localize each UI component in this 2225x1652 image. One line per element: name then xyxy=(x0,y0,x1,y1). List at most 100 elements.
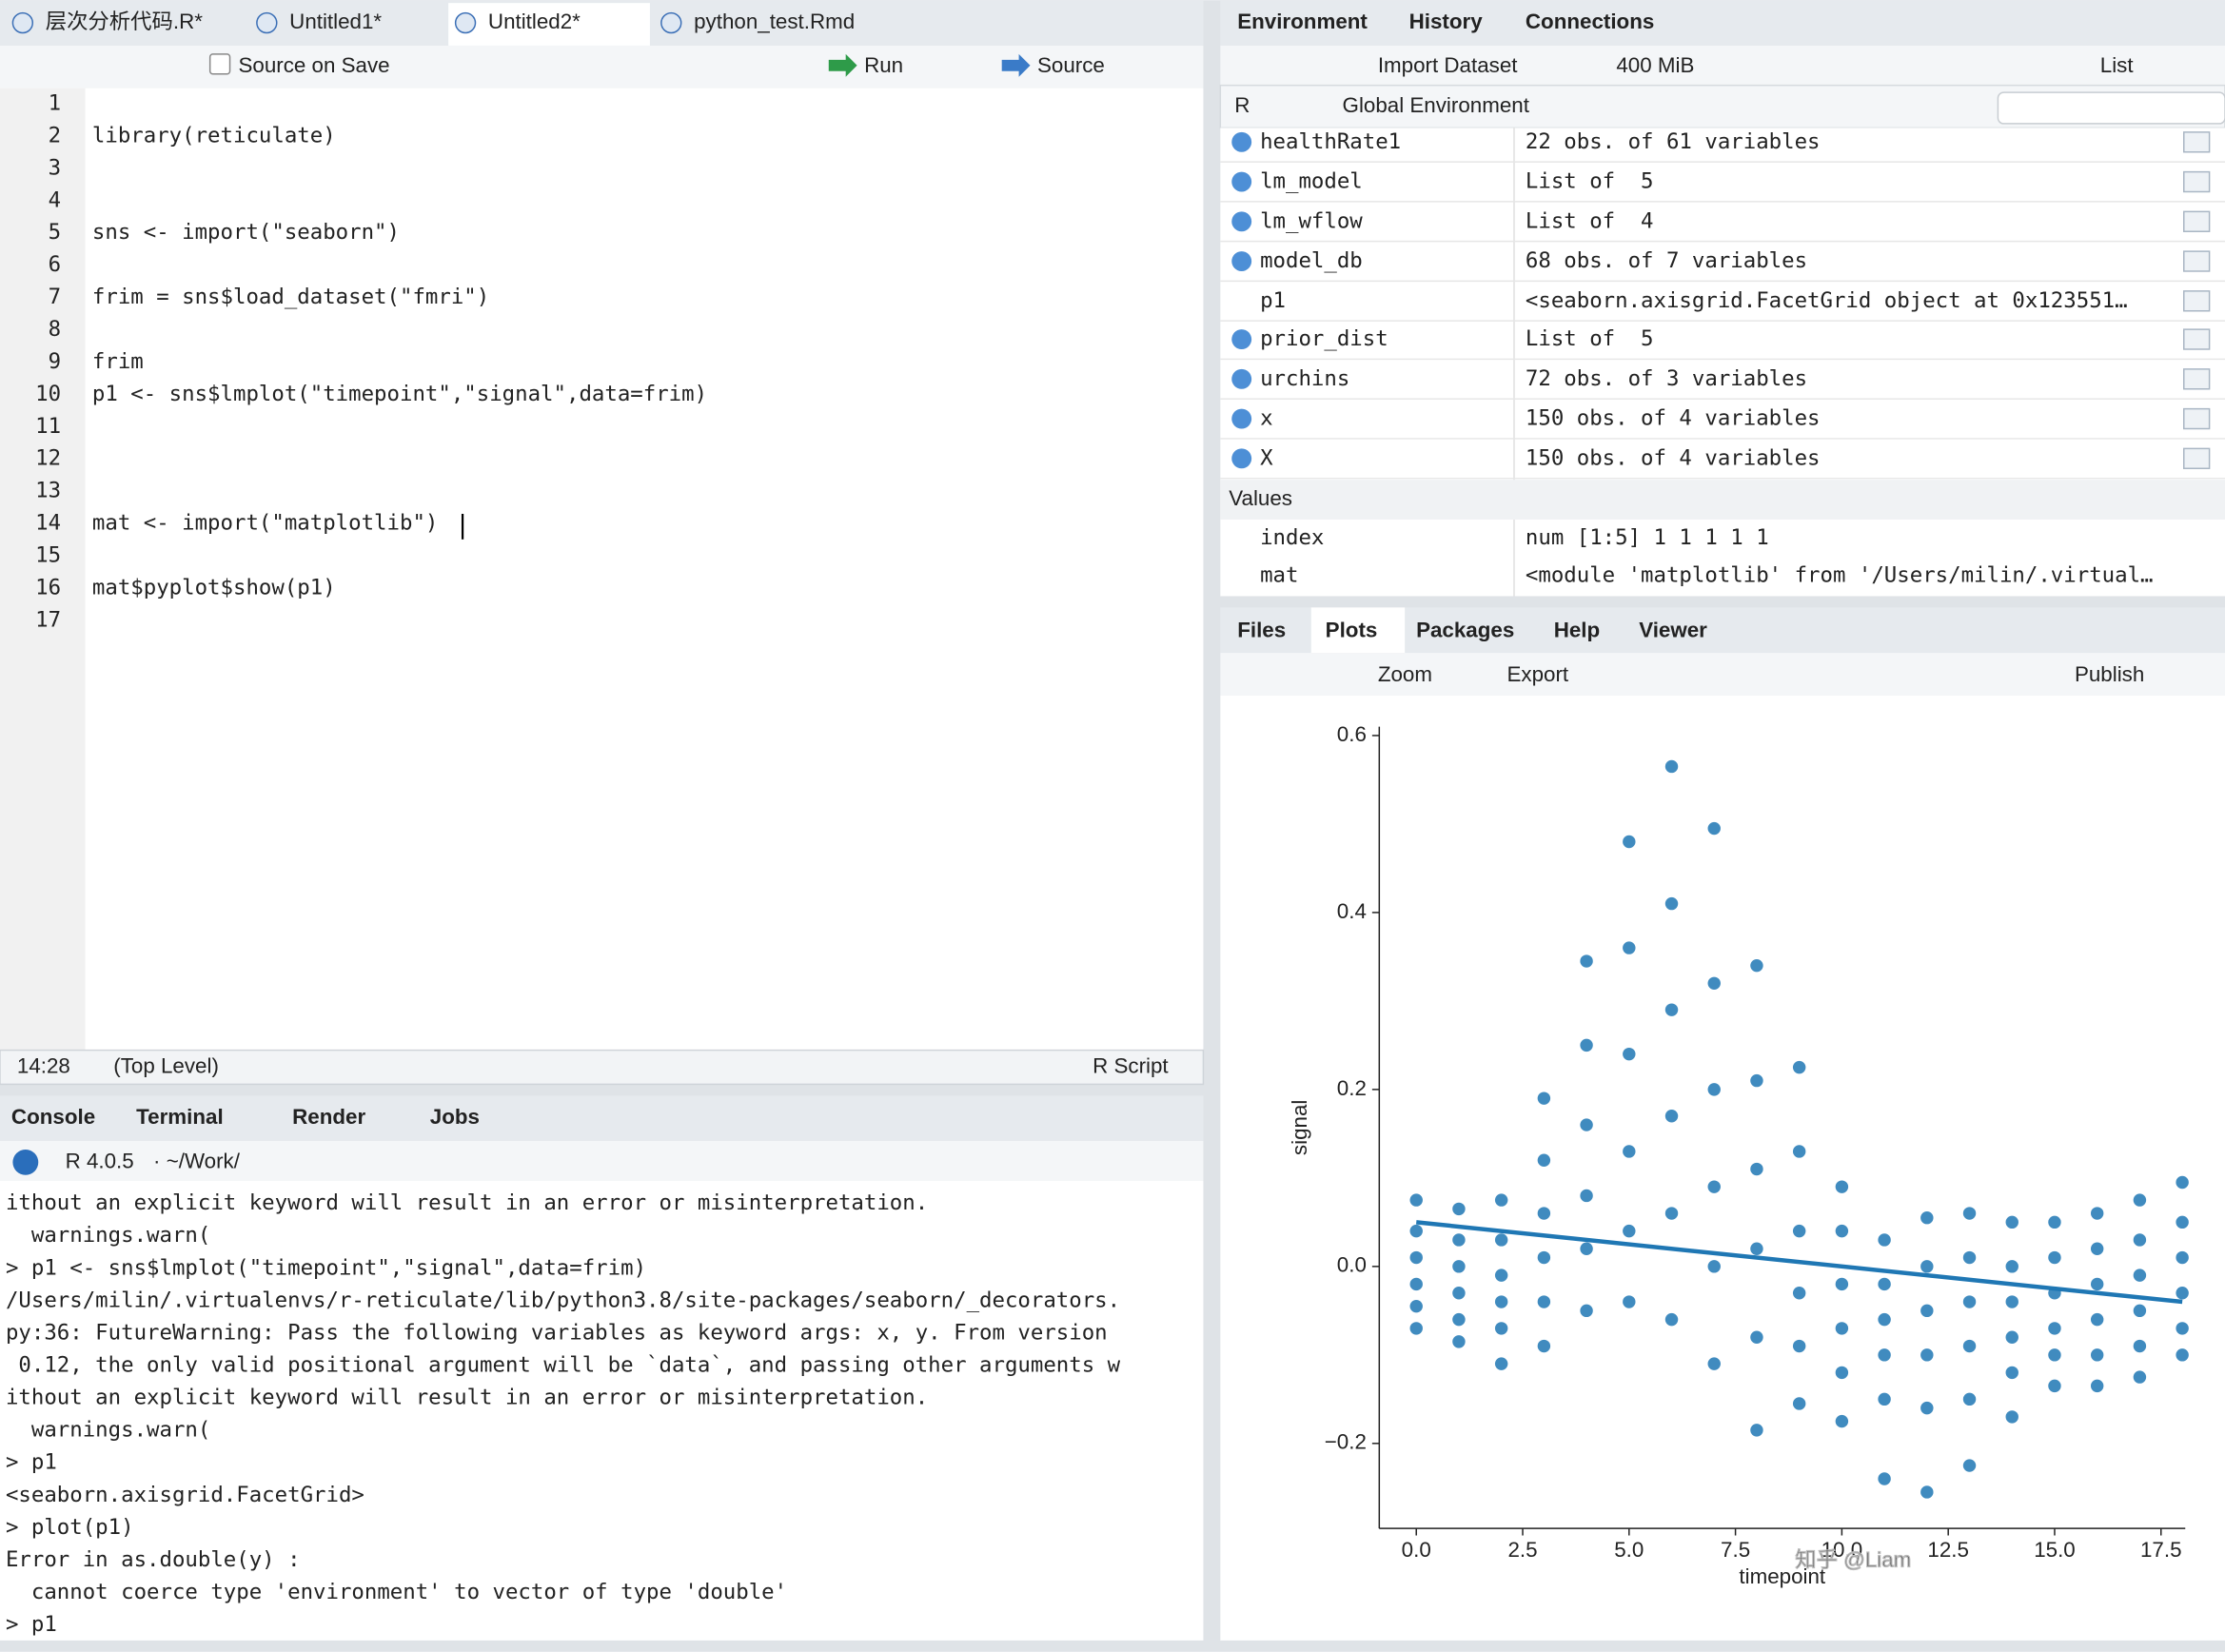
point xyxy=(1623,1047,1636,1061)
env-value: num [1:5] 1 1 1 1 1 xyxy=(1526,525,1769,550)
point xyxy=(2005,1295,2018,1308)
console-line: py:36: FutureWarning: Pass the following… xyxy=(6,1320,1108,1345)
expand-icon[interactable] xyxy=(1231,408,1252,429)
scope-selector[interactable]: Global Environment xyxy=(1343,93,1530,117)
env-tab[interactable]: Connections xyxy=(1526,10,1654,33)
console-line: > p1 xyxy=(6,1612,57,1637)
expand-icon[interactable] xyxy=(1231,211,1252,232)
toolbar-button[interactable]: Source on Save xyxy=(238,53,389,77)
view-icon[interactable] xyxy=(2183,368,2211,390)
file-type[interactable]: R Script xyxy=(1093,1053,1169,1077)
code-line: library(reticulate) xyxy=(92,123,336,148)
point xyxy=(2090,1379,2104,1393)
view-icon[interactable] xyxy=(2183,210,2211,232)
toolbar-button[interactable]: Zoom xyxy=(1378,662,1432,686)
point xyxy=(1580,1189,1593,1203)
view-icon[interactable] xyxy=(2183,447,2211,469)
source-tab[interactable]: Untitled2* xyxy=(488,10,581,33)
point xyxy=(2090,1207,2104,1220)
line-number: 11 xyxy=(35,414,61,439)
point xyxy=(1878,1348,1891,1362)
env-value: 150 obs. of 4 variables xyxy=(1526,445,1821,470)
expand-icon[interactable] xyxy=(1231,368,1252,389)
view-icon[interactable] xyxy=(2183,407,2211,430)
point xyxy=(2005,1410,2018,1424)
point xyxy=(1920,1485,1934,1499)
toolbar-button[interactable]: Import Dataset xyxy=(1378,53,1518,77)
toolbar-button[interactable]: Export xyxy=(1507,662,1569,686)
console-tab[interactable]: Jobs xyxy=(430,1105,480,1129)
view-selector[interactable]: List xyxy=(2100,53,2135,77)
memory-usage[interactable]: 400 MiB xyxy=(1616,53,1694,77)
expand-icon[interactable] xyxy=(1231,448,1252,469)
line-number: 10 xyxy=(35,382,61,406)
source-tab[interactable]: 层次分析代码.R* xyxy=(46,10,204,33)
env-name[interactable]: healthRate1 xyxy=(1260,129,1401,154)
point xyxy=(1878,1312,1891,1327)
point xyxy=(1580,1118,1593,1131)
point xyxy=(1835,1224,1849,1238)
source-tab[interactable]: Untitled1* xyxy=(289,10,382,33)
env-tab[interactable]: History xyxy=(1409,10,1484,33)
x-tick-label: 15.0 xyxy=(2034,1538,2076,1562)
expand-icon[interactable] xyxy=(1231,251,1252,271)
env-name[interactable]: lm_model xyxy=(1260,169,1363,194)
point xyxy=(1707,821,1721,836)
toolbar-button[interactable]: Source xyxy=(1037,53,1105,77)
point xyxy=(1452,1287,1466,1300)
tab-active[interactable] xyxy=(1310,607,1406,654)
toolbar-button[interactable]: Run xyxy=(864,53,903,77)
tab-active[interactable] xyxy=(448,3,650,46)
env-name[interactable]: prior_dist xyxy=(1260,326,1388,351)
files-tab[interactable]: Files xyxy=(1237,619,1286,642)
point xyxy=(2176,1287,2189,1300)
view-icon[interactable] xyxy=(2183,328,2211,350)
files-tab[interactable]: Viewer xyxy=(1639,619,1707,642)
env-name[interactable]: p1 xyxy=(1260,288,1286,313)
search-box[interactable] xyxy=(1997,91,2225,125)
point xyxy=(2048,1348,2061,1362)
point xyxy=(1707,1083,1721,1096)
env-tab[interactable]: Environment xyxy=(1237,10,1368,33)
view-icon[interactable] xyxy=(2183,170,2211,193)
source-tab[interactable]: python_test.Rmd xyxy=(694,10,855,33)
y-tick-label: −0.2 xyxy=(1325,1430,1367,1454)
expand-icon[interactable] xyxy=(1231,131,1252,152)
env-name[interactable]: urchins xyxy=(1260,366,1349,391)
env-name[interactable]: X xyxy=(1260,445,1273,470)
console-header xyxy=(0,1141,1204,1181)
env-name[interactable]: x xyxy=(1260,406,1272,431)
files-tab[interactable]: Packages xyxy=(1416,619,1514,642)
console-tab[interactable]: Terminal xyxy=(136,1105,224,1129)
file-icon xyxy=(256,11,278,34)
point xyxy=(2005,1330,2018,1344)
point xyxy=(2176,1215,2189,1229)
console-tab[interactable]: Console xyxy=(11,1105,95,1129)
point xyxy=(1537,1207,1551,1220)
expand-icon[interactable] xyxy=(1231,171,1252,192)
console-tab[interactable]: Render xyxy=(292,1105,365,1129)
language-selector[interactable]: R xyxy=(1234,93,1250,117)
toolbar-button[interactable]: Publish xyxy=(2075,662,2144,686)
console-line: <seaborn.axisgrid.FacetGrid> xyxy=(6,1483,364,1507)
view-icon[interactable] xyxy=(2183,290,2211,312)
files-tab[interactable]: Plots xyxy=(1326,619,1378,642)
point xyxy=(2090,1312,2104,1327)
point xyxy=(1920,1260,1934,1273)
code-line: p1 <- sns$lmplot("timepoint","signal",da… xyxy=(92,382,707,406)
files-tab[interactable]: Help xyxy=(1554,619,1600,642)
env-name[interactable]: model_db xyxy=(1260,248,1363,273)
point xyxy=(1664,1110,1679,1123)
regression-line xyxy=(1415,1220,2183,1305)
console-line: cannot coerce type 'environment' to vect… xyxy=(6,1580,787,1604)
point xyxy=(1792,1397,1806,1410)
checkbox[interactable] xyxy=(208,53,231,75)
point xyxy=(1664,1207,1679,1220)
env-value: 68 obs. of 7 variables xyxy=(1526,248,1807,273)
scope-selector[interactable]: (Top Level) xyxy=(113,1053,219,1077)
expand-icon[interactable] xyxy=(1231,329,1252,349)
view-icon[interactable] xyxy=(2183,250,2211,272)
view-icon[interactable] xyxy=(2183,131,2211,153)
env-name[interactable]: lm_wflow xyxy=(1260,208,1363,233)
